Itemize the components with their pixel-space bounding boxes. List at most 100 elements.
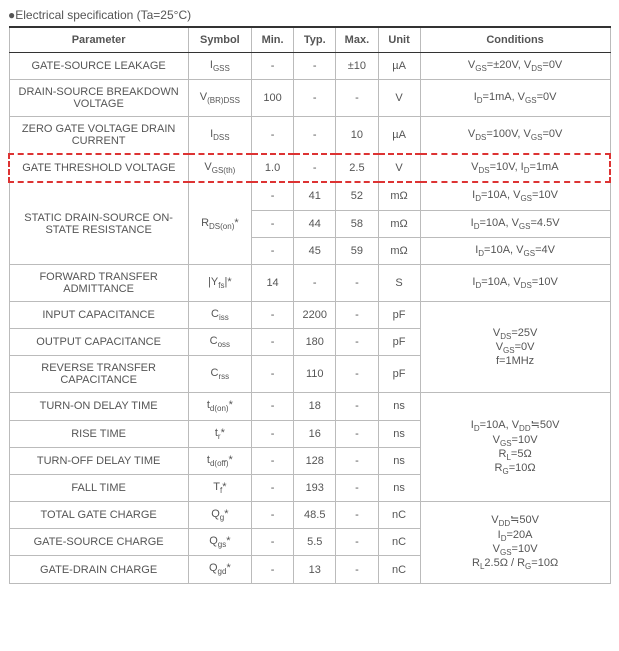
table-row-highlighted: GATE THRESHOLD VOLTAGE VGS(th) 1.0 - 2.5… (9, 154, 610, 182)
cell-param: REVERSE TRANSFER CAPACITANCE (9, 356, 188, 393)
cell-min: - (251, 474, 293, 501)
cell-typ: 193 (294, 474, 336, 501)
cell-symbol: tr* (188, 420, 251, 447)
cell-typ: - (294, 117, 336, 155)
cell-min: - (251, 301, 293, 328)
cell-param: GATE-DRAIN CHARGE (9, 556, 188, 583)
cell-param: GATE-SOURCE LEAKAGE (9, 53, 188, 80)
cell-symbol: Qg* (188, 502, 251, 529)
cell-max: - (336, 420, 378, 447)
cell-param: GATE THRESHOLD VOLTAGE (9, 154, 188, 182)
cell-cond: ID=10A, VGS=4V (420, 237, 610, 264)
col-typ: Typ. (294, 27, 336, 53)
cell-symbol: td(off)* (188, 447, 251, 474)
table-row: ZERO GATE VOLTAGE DRAIN CURRENT IDSS - -… (9, 117, 610, 155)
cell-unit: ns (378, 420, 420, 447)
cell-typ: 110 (294, 356, 336, 393)
cell-symbol: Qgs* (188, 529, 251, 556)
cell-typ: 5.5 (294, 529, 336, 556)
cell-param: INPUT CAPACITANCE (9, 301, 188, 328)
cell-max: 52 (336, 182, 378, 210)
cell-cond: ID=10A, VGS=4.5V (420, 210, 610, 237)
cell-symbol: |Yfs|* (188, 264, 251, 301)
cell-min: - (251, 502, 293, 529)
cell-unit: mΩ (378, 237, 420, 264)
cell-symbol: Coss (188, 329, 251, 356)
cell-unit: pF (378, 301, 420, 328)
cell-cond: VDD≒50VID=20AVGS=10VRL2.5Ω / RG=10Ω (420, 502, 610, 584)
cell-cond: ID=1mA, VGS=0V (420, 80, 610, 117)
cell-symbol: Crss (188, 356, 251, 393)
cell-min: - (251, 420, 293, 447)
cell-unit: V (378, 80, 420, 117)
cell-cond: VDS=10V, ID=1mA (420, 154, 610, 182)
table-row: TURN-ON DELAY TIME td(on)* - 18 - ns ID=… (9, 393, 610, 420)
cell-symbol: RDS(on)* (188, 182, 251, 264)
cell-unit: nC (378, 502, 420, 529)
table-row: TOTAL GATE CHARGE Qg* - 48.5 - nC VDD≒50… (9, 502, 610, 529)
col-symbol: Symbol (188, 27, 251, 53)
cell-param: TURN-OFF DELAY TIME (9, 447, 188, 474)
table-row: GATE-SOURCE LEAKAGE IGSS - - ±10 µA VGS=… (9, 53, 610, 80)
cell-symbol: IDSS (188, 117, 251, 155)
col-parameter: Parameter (9, 27, 188, 53)
cell-symbol: VGS(th) (188, 154, 251, 182)
spec-table: Parameter Symbol Min. Typ. Max. Unit Con… (8, 26, 611, 584)
cell-typ: 180 (294, 329, 336, 356)
cell-min: - (251, 182, 293, 210)
table-title: ●Electrical specification (Ta=25°C) (8, 8, 611, 22)
cell-unit: pF (378, 356, 420, 393)
cell-max: - (336, 329, 378, 356)
cell-param: FORWARD TRANSFER ADMITTANCE (9, 264, 188, 301)
cell-typ: - (294, 264, 336, 301)
cell-unit: pF (378, 329, 420, 356)
table-row: DRAIN-SOURCE BREAKDOWN VOLTAGE V(BR)DSS … (9, 80, 610, 117)
col-max: Max. (336, 27, 378, 53)
cell-max: - (336, 474, 378, 501)
cell-min: 14 (251, 264, 293, 301)
cell-max: - (336, 393, 378, 420)
cell-min: 100 (251, 80, 293, 117)
cell-unit: µA (378, 117, 420, 155)
cell-min: - (251, 237, 293, 264)
cell-symbol: V(BR)DSS (188, 80, 251, 117)
cell-min: 1.0 (251, 154, 293, 182)
cell-max: - (336, 447, 378, 474)
cell-min: - (251, 329, 293, 356)
cell-max: - (336, 529, 378, 556)
cell-param: GATE-SOURCE CHARGE (9, 529, 188, 556)
cell-typ: 41 (294, 182, 336, 210)
col-min: Min. (251, 27, 293, 53)
cell-min: - (251, 117, 293, 155)
cell-param: RISE TIME (9, 420, 188, 447)
cell-typ: 18 (294, 393, 336, 420)
cell-symbol: Tf* (188, 474, 251, 501)
cell-typ: 48.5 (294, 502, 336, 529)
cell-max: ±10 (336, 53, 378, 80)
cell-max: 59 (336, 237, 378, 264)
cell-typ: 128 (294, 447, 336, 474)
cell-typ: 16 (294, 420, 336, 447)
cell-typ: - (294, 80, 336, 117)
table-row: STATIC DRAIN-SOURCE ON-STATE RESISTANCE … (9, 182, 610, 210)
cell-max: 10 (336, 117, 378, 155)
cell-unit: V (378, 154, 420, 182)
cell-max: - (336, 264, 378, 301)
cell-typ: 2200 (294, 301, 336, 328)
cell-symbol: Qgd* (188, 556, 251, 583)
cell-cond: ID=10A, VDS=10V (420, 264, 610, 301)
cell-symbol: Ciss (188, 301, 251, 328)
cell-typ: - (294, 154, 336, 182)
cell-cond: ID=10A, VDD≒50VVGS=10VRL=5ΩRG=10Ω (420, 393, 610, 502)
cell-symbol: IGSS (188, 53, 251, 80)
cell-max: - (336, 502, 378, 529)
col-conditions: Conditions (420, 27, 610, 53)
cell-min: - (251, 53, 293, 80)
cell-cond: VDS=25VVGS=0Vf=1MHz (420, 301, 610, 392)
cell-min: - (251, 393, 293, 420)
col-unit: Unit (378, 27, 420, 53)
cell-max: 58 (336, 210, 378, 237)
cell-symbol: td(on)* (188, 393, 251, 420)
cell-min: - (251, 447, 293, 474)
cell-unit: nC (378, 556, 420, 583)
